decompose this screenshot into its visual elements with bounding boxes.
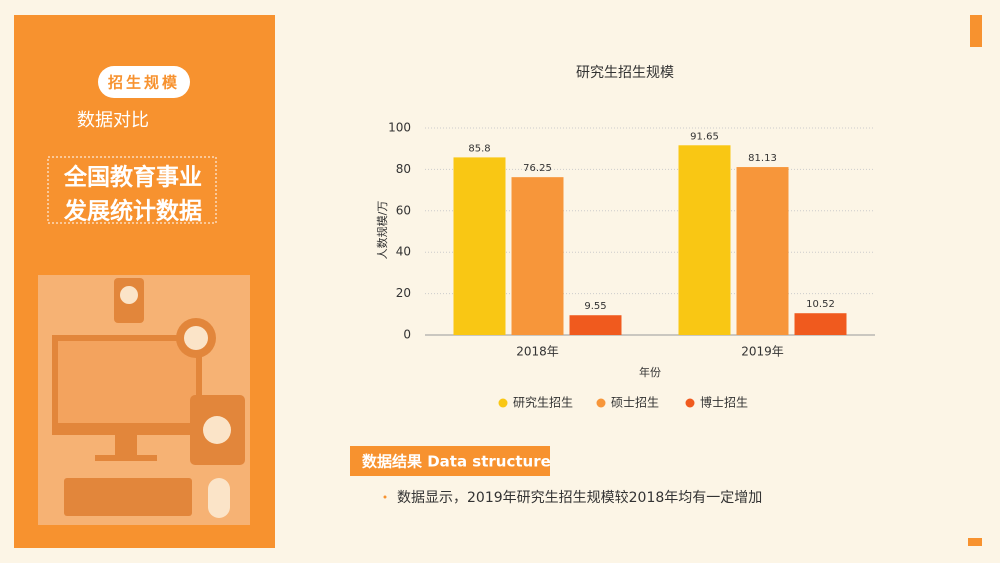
footer-bullet: 数据显示，2019年研究生招生规模较2018年均有一定增加 [397, 490, 762, 506]
value-label: 10.52 [806, 299, 835, 310]
value-label: 81.13 [748, 153, 777, 164]
legend-label: 博士招生 [700, 395, 748, 410]
legend-label: 研究生招生 [513, 395, 573, 410]
footer-heading: 数据结果 Data structure [362, 453, 551, 471]
chart-title: 研究生招生规模 [576, 65, 674, 81]
value-label: 76.25 [523, 163, 552, 174]
tag: 招生规模 [108, 74, 180, 92]
legend-label: 硕士招生 [611, 396, 659, 410]
legend-swatch [498, 398, 508, 408]
headline: 全国教育事业 [63, 164, 202, 191]
value-label: 91.65 [690, 131, 719, 142]
value-label: 85.8 [468, 143, 490, 154]
bar [569, 315, 622, 335]
x-tick-label: 2019年 [741, 345, 784, 359]
bar [736, 167, 789, 335]
bar [794, 313, 847, 335]
bullet-dot [383, 495, 387, 499]
y-tick-label: 40 [396, 245, 411, 259]
bar [678, 145, 731, 335]
accent [970, 15, 982, 47]
y-tick-label: 20 [396, 286, 411, 300]
y-tick-label: 0 [403, 328, 411, 342]
y-tick-label: 60 [396, 203, 411, 217]
x-tick-label: 2018年 [516, 345, 559, 359]
illustration [38, 275, 250, 525]
y-tick-label: 80 [396, 162, 411, 176]
tag-pill [98, 66, 190, 98]
y-tick-label: 100 [388, 121, 411, 135]
x-axis-label: 年份 [639, 365, 661, 379]
legend-swatch [685, 398, 695, 408]
subtitle: 数据对比 [77, 110, 149, 131]
y-axis-label: 人数规模/万 [375, 201, 389, 260]
headline: 发展统计数据 [63, 198, 202, 225]
footer-heading-box [350, 446, 550, 476]
bar [453, 157, 506, 335]
legend-swatch [596, 398, 606, 408]
headline-box [47, 156, 217, 224]
accent [968, 538, 982, 546]
value-label: 9.55 [584, 301, 606, 312]
bar [511, 177, 564, 335]
